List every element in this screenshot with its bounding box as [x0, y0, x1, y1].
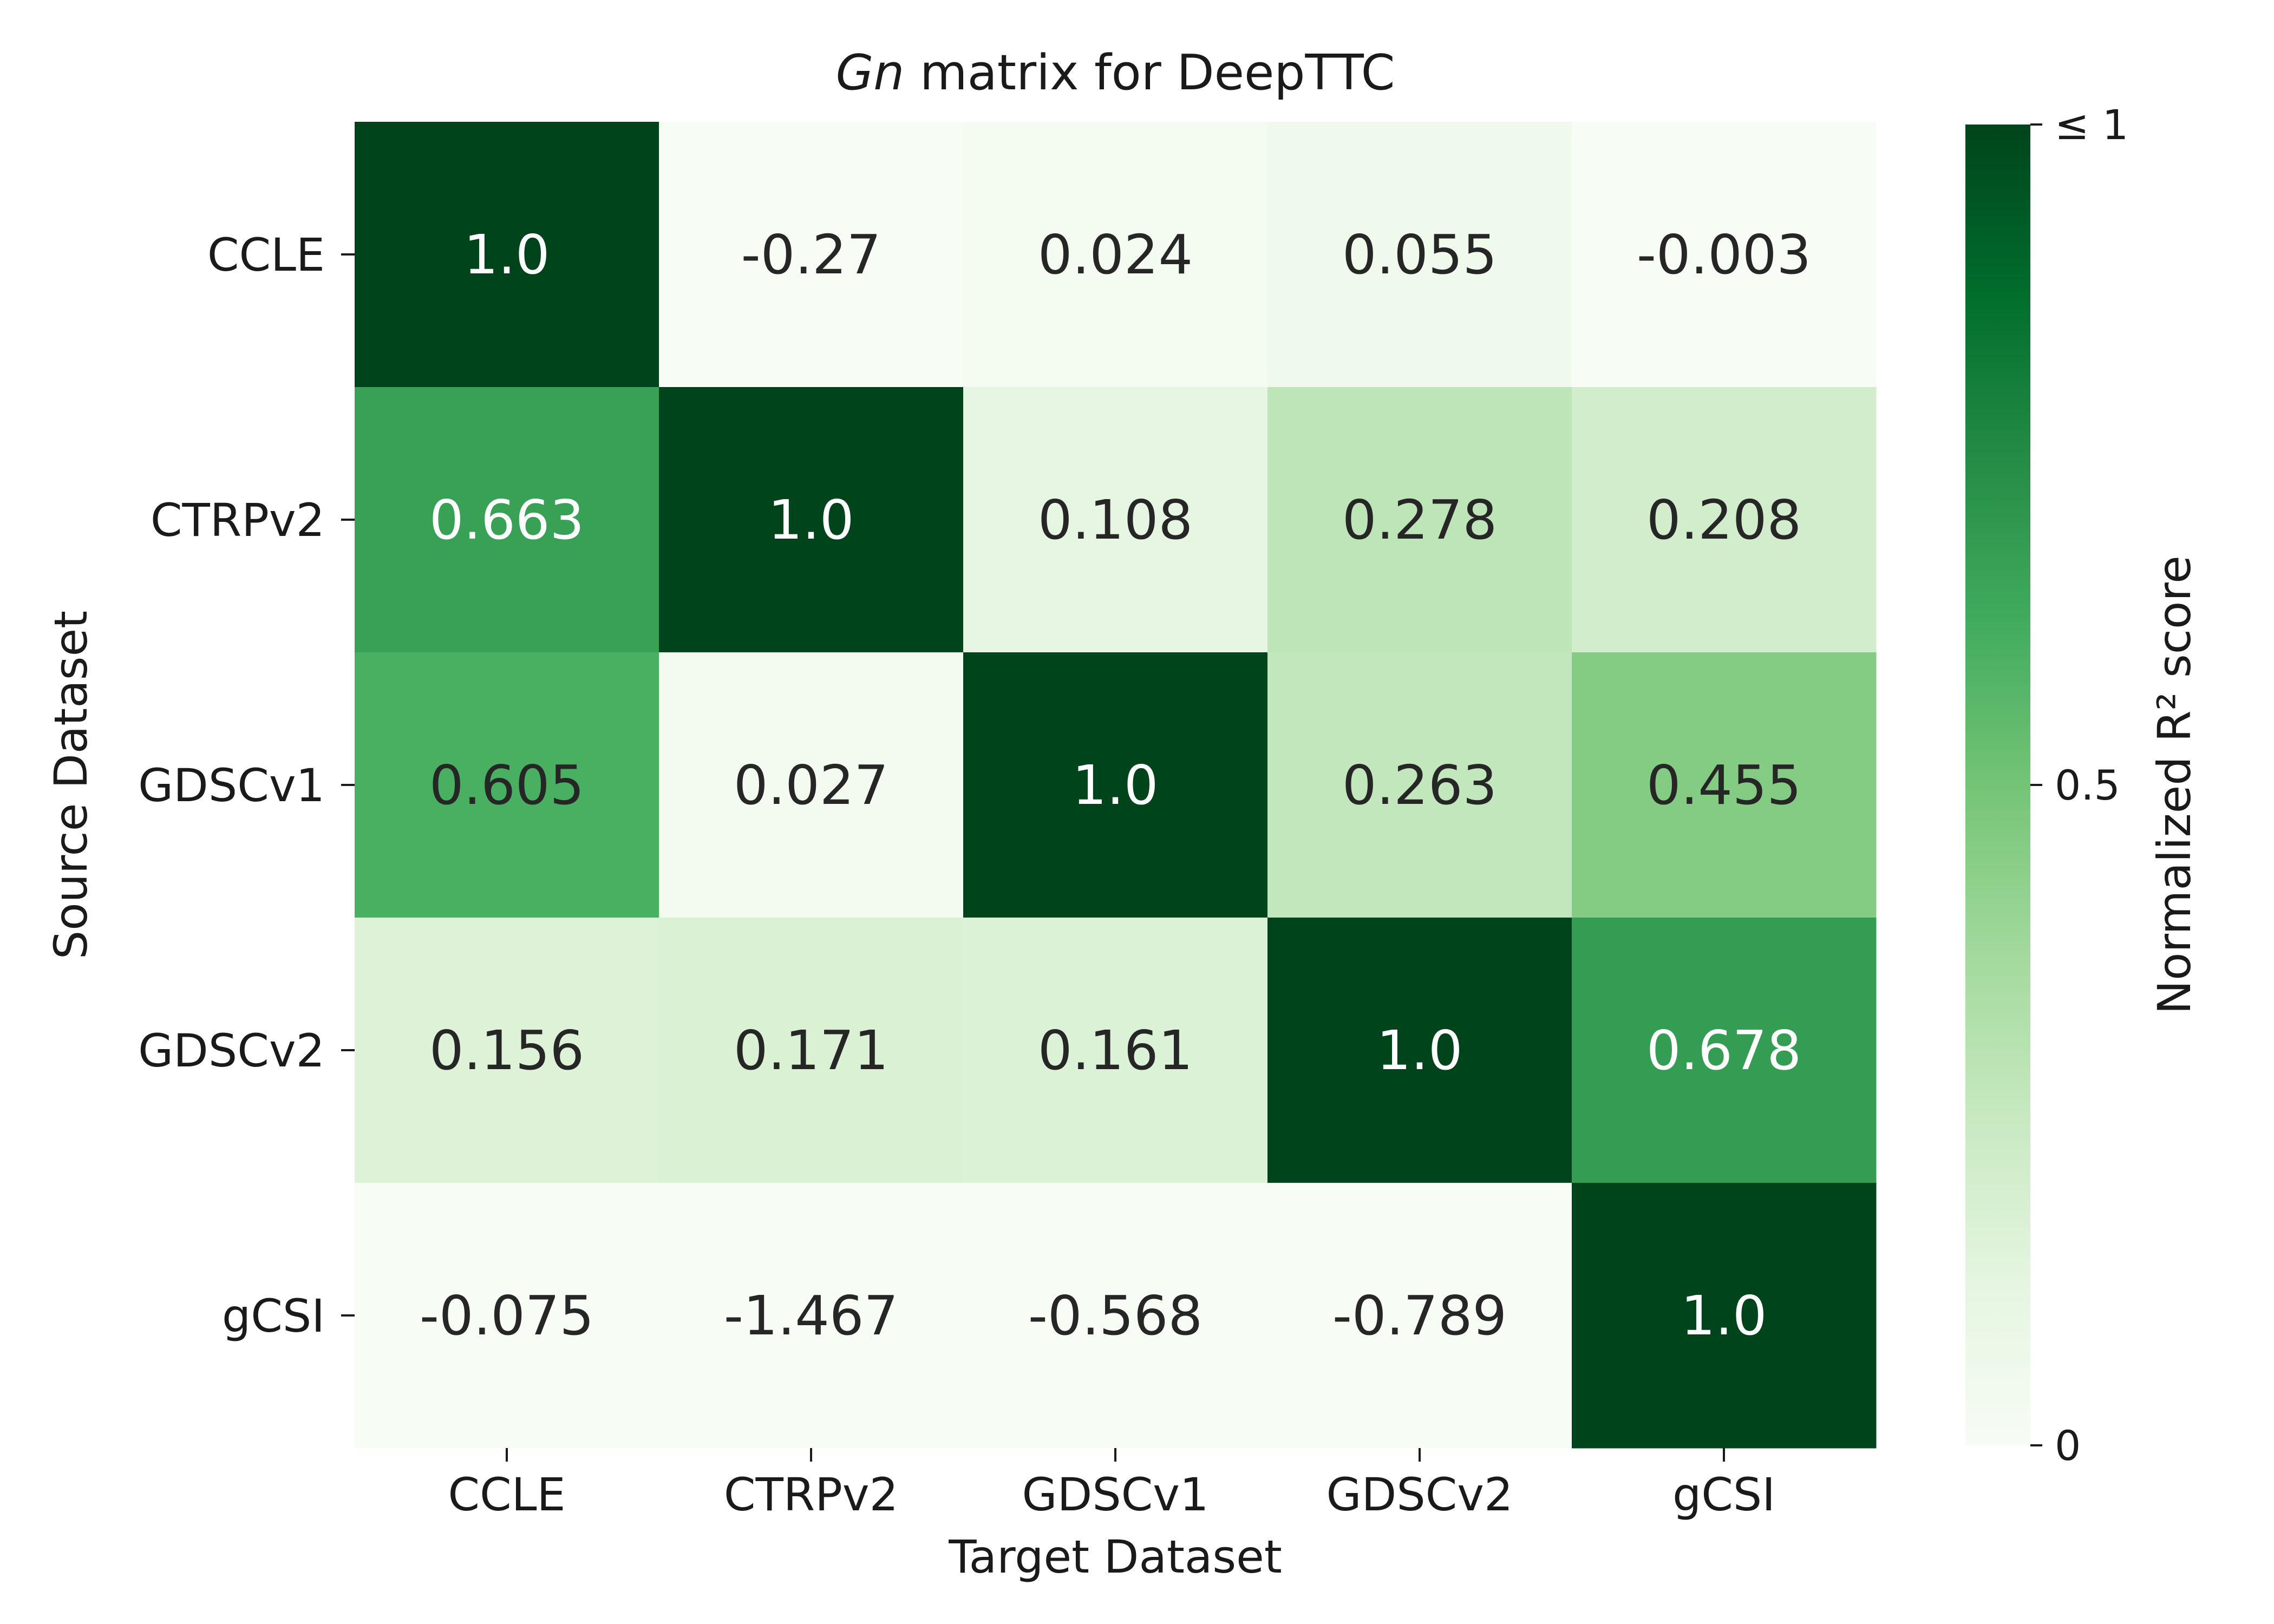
y-tick-label: GDSCv2	[138, 1024, 325, 1077]
cell-value-label: 0.605	[429, 754, 584, 817]
cell-value-label: 0.024	[1038, 223, 1193, 286]
cell-value-label: 0.455	[1646, 754, 1801, 817]
heatmap-cell	[355, 1183, 659, 1449]
y-axis-ticks: CCLE CTRPv2 GDSCv1 GDSCv2 gCSI	[138, 228, 355, 1343]
heatmap-cell	[963, 387, 1268, 653]
colorbar-tick-label: ≤ 1	[2055, 101, 2128, 149]
cell-value-label: 0.161	[1038, 1019, 1193, 1082]
heatmap-cell	[1267, 918, 1572, 1183]
cell-value-label: 0.278	[1342, 488, 1497, 552]
x-axis-ticks: CCLE CTRPv2 GDSCv1 GDSCv2 gCSI	[448, 1448, 1775, 1521]
heatmap-cell	[1572, 1183, 1877, 1449]
y-tick-label: CCLE	[207, 228, 325, 281]
heatmap-cell	[1572, 918, 1877, 1183]
y-tick-label: GDSCv1	[138, 759, 325, 812]
cell-value-label: -0.568	[1028, 1284, 1203, 1347]
heatmap-cell	[1267, 1183, 1572, 1449]
cell-value-label: 0.156	[429, 1019, 584, 1082]
y-tick-label: gCSI	[222, 1289, 325, 1343]
heatmap-cell	[1267, 122, 1572, 388]
chart-title-italic: Gn	[836, 44, 905, 101]
heatmap-cell	[355, 387, 659, 653]
heatmap-cell	[1572, 387, 1877, 653]
x-tick-label: CTRPv2	[724, 1468, 898, 1521]
colorbar	[1965, 125, 2030, 1445]
x-tick-label: GDSCv1	[1022, 1468, 1209, 1521]
cell-value-label: 0.171	[734, 1019, 888, 1082]
y-axis-label: Source Dataset	[44, 611, 97, 959]
x-tick-label: GDSCv2	[1327, 1468, 1513, 1521]
heatmap-cell	[1267, 652, 1572, 918]
chart-title: Gn matrix for DeepTTC	[836, 44, 1395, 101]
x-tick-label: CCLE	[448, 1468, 565, 1521]
cell-value-label: 1.0	[1681, 1284, 1767, 1347]
colorbar-tick-label: 0.5	[2055, 761, 2120, 809]
cell-value-label: 0.027	[734, 754, 888, 817]
x-axis-label: Target Dataset	[948, 1530, 1282, 1583]
cell-value-label: 0.208	[1646, 488, 1801, 552]
heatmap-cell	[963, 1183, 1268, 1449]
cell-value-label: 1.0	[463, 223, 550, 286]
y-tick-label: CTRPv2	[151, 494, 325, 547]
heatmap-cells: 1.0 -0.27 0.024 0.055 -0.003 0.663 1.0 0.108 0.2…	[355, 122, 1877, 1449]
heatmap-cell	[355, 652, 659, 918]
colorbar-tick-label: 0	[2055, 1422, 2081, 1470]
cell-value-label: -0.789	[1332, 1284, 1507, 1347]
heatmap-cell	[355, 122, 659, 388]
cell-value-label: 1.0	[768, 488, 854, 552]
heatmap-cell	[1572, 122, 1877, 388]
heatmap-cell	[963, 122, 1268, 388]
heatmap-cell	[963, 652, 1268, 918]
x-tick-label: gCSI	[1672, 1468, 1775, 1521]
heatmap-cell	[963, 918, 1268, 1183]
heatmap-cell	[1572, 652, 1877, 918]
colorbar-ticks: 0 0.5 ≤ 1	[2030, 101, 2128, 1470]
cell-value-label: -0.075	[420, 1284, 594, 1347]
heatmap-cell	[659, 1183, 964, 1449]
cell-value-label: 0.663	[429, 488, 584, 552]
colorbar-label: Normalized R² score	[2148, 555, 2201, 1014]
heatmap-cell	[659, 122, 964, 388]
cell-value-label: 1.0	[1072, 754, 1158, 817]
heatmap-cell	[659, 652, 964, 918]
cell-value-label: -0.003	[1637, 223, 1811, 286]
cell-value-label: 0.263	[1342, 754, 1497, 817]
cell-value-label: 0.055	[1342, 223, 1497, 286]
chart-title-rest: matrix for DeepTTC	[904, 44, 1395, 101]
cell-value-label: -0.27	[741, 223, 881, 286]
heatmap-cell	[355, 918, 659, 1183]
heatmap-cell	[1267, 387, 1572, 653]
cell-value-label: 0.108	[1038, 488, 1193, 552]
cell-value-label: 0.678	[1646, 1019, 1801, 1082]
cell-value-label: 1.0	[1376, 1019, 1462, 1082]
heatmap-cell	[659, 918, 964, 1183]
heatmap-cell	[659, 387, 964, 653]
cell-value-label: -1.467	[724, 1284, 898, 1347]
